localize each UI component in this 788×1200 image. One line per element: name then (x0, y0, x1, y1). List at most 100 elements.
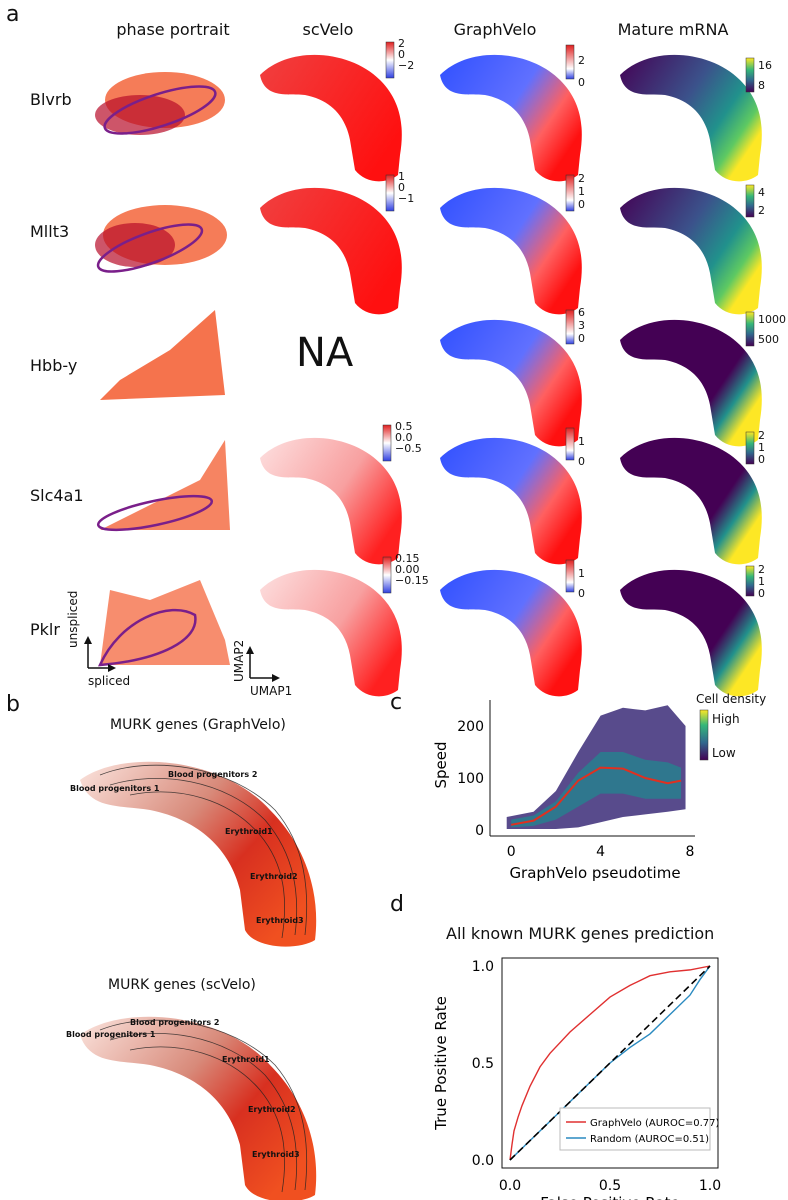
panel-d-chart: 0.0 0.5 1.0 0.0 0.5 1.0 False Positive Rate Tru… (432, 957, 721, 1200)
colorbar (385, 174, 395, 212)
gene-label: Pklr (30, 620, 60, 639)
colorbar-ticks: 16 8 (758, 59, 772, 92)
colorbar-ticks: 1000 500 (758, 313, 786, 346)
umap-mature-mllt3 (620, 187, 762, 315)
legend-label: Random (AUROC=0.51) (590, 1134, 709, 1145)
y-axis-label: True Positive Rate (432, 996, 450, 1131)
gene-label: Blvrb (30, 90, 72, 109)
cluster-label: Erythroid1 (222, 1055, 270, 1064)
phase-xlabel: spliced (88, 674, 131, 688)
colorbar (745, 431, 755, 465)
roc-title: All known MURK genes prediction (446, 924, 715, 943)
y-tick-label: 0 (475, 823, 484, 839)
colorbar (565, 559, 575, 593)
cluster-label: Erythroid3 (252, 1150, 300, 1159)
y-tick-label: 1.0 (472, 959, 494, 975)
umap-mature-hbby (620, 319, 762, 447)
column-header-mature: Mature mRNA (617, 20, 729, 39)
legend-box (559, 1107, 711, 1151)
x-tick-label: 1.0 (699, 1178, 721, 1194)
cluster-label: Erythroid2 (250, 872, 298, 881)
umap-graphvelo-hbby (440, 319, 582, 447)
cluster-label: Erythroid1 (225, 827, 273, 836)
panel-letter-c: c (390, 690, 403, 715)
phase-ylabel: unspliced (66, 590, 80, 648)
trend-line (510, 766, 682, 826)
y-tick-label: 0.0 (472, 1153, 494, 1169)
colorbar (745, 311, 755, 347)
scvelo-na-label: NA (296, 330, 354, 376)
umap-graphvelo-blvrb (440, 54, 582, 182)
gene-label: Mllt3 (30, 222, 70, 241)
x-tick-label: 0.5 (599, 1178, 621, 1194)
colorbar-ticks: 1 0 −1 (398, 170, 415, 205)
umap-mature-slc4a1 (620, 437, 762, 565)
phase-portrait-pklr (97, 580, 230, 667)
x-axis-label: False Positive Rate (540, 1194, 679, 1200)
umap-graphvelo-slc4a1 (440, 437, 582, 565)
density-colorbar (699, 709, 709, 761)
cluster-label: Erythroid2 (248, 1105, 296, 1114)
umap-graphvelo-mllt3 (440, 187, 582, 315)
colorbar (565, 174, 575, 212)
umap-scvelo-pklr (260, 569, 402, 697)
phase-portrait-slc4a1 (96, 440, 230, 532)
colorbar (385, 41, 395, 79)
y-tick-label: 200 (457, 719, 484, 735)
panel-letter-a: a (6, 2, 20, 27)
colorbar (745, 57, 755, 93)
colorbar-ticks: 2 0 −2 (398, 37, 415, 72)
density-high-label: High (712, 712, 740, 726)
y-tick-label: 100 (457, 771, 484, 787)
x-tick-label: 0.0 (499, 1178, 521, 1194)
density-colorbar-title: Cell density (696, 692, 767, 706)
colorbar (565, 427, 575, 461)
panel-b-streamplots (80, 761, 317, 1200)
cluster-label: Erythroid3 (256, 916, 304, 925)
plot-frame (501, 957, 719, 1169)
cluster-label: Blood progenitors 2 (168, 770, 258, 779)
diagonal-reference-line (509, 965, 711, 1161)
cluster-label: Blood progenitors 2 (130, 1018, 220, 1027)
y-tick-label: 0.5 (472, 1056, 494, 1072)
panel-a-figure (84, 41, 762, 697)
legend-label: GraphVelo (AUROC=0.77) (590, 1118, 719, 1129)
column-header-scvelo: scVelo (302, 20, 354, 39)
panel-letter-d: d (390, 892, 404, 917)
gene-label: Slc4a1 (30, 486, 84, 505)
colorbar (745, 565, 755, 597)
phase-portrait-mllt3 (95, 205, 227, 273)
colorbar (565, 44, 575, 80)
umap-ylabel: UMAP2 (232, 639, 246, 682)
cluster-label: Blood progenitors 1 (70, 784, 160, 793)
umap-xlabel: UMAP1 (250, 684, 293, 698)
panel-b-title-graphvelo: MURK genes (GraphVelo) (110, 717, 286, 733)
legend: GraphVelo (AUROC=0.77) Random (AUROC=0.51… (559, 1107, 719, 1151)
x-axis-label: GraphVelo pseudotime (509, 864, 680, 882)
colorbar (565, 309, 575, 345)
roc-curve (509, 965, 711, 1161)
y-axis-label: Speed (432, 741, 450, 788)
x-tick-label: 4 (596, 844, 605, 860)
colorbar (382, 424, 392, 462)
x-tick-label: 8 (686, 844, 695, 860)
umap-mature-blvrb (620, 54, 762, 182)
umap-mature-pklr (620, 569, 762, 697)
cluster-label: Blood progenitors 1 (66, 1030, 156, 1039)
gene-label: Hbb-y (30, 356, 78, 375)
umap-graphvelo-pklr (440, 569, 582, 697)
colorbar-ticks: 0.5 0.0 −0.5 (395, 420, 422, 455)
panel-c-chart: 0 100 200 0 4 8 GraphVelo pseudotime Speed (432, 700, 709, 882)
phase-portrait-blvrb (95, 72, 225, 135)
x-tick-label: 0 (507, 844, 516, 860)
colorbar (745, 184, 755, 218)
column-header-phase: phase portrait (116, 20, 230, 39)
